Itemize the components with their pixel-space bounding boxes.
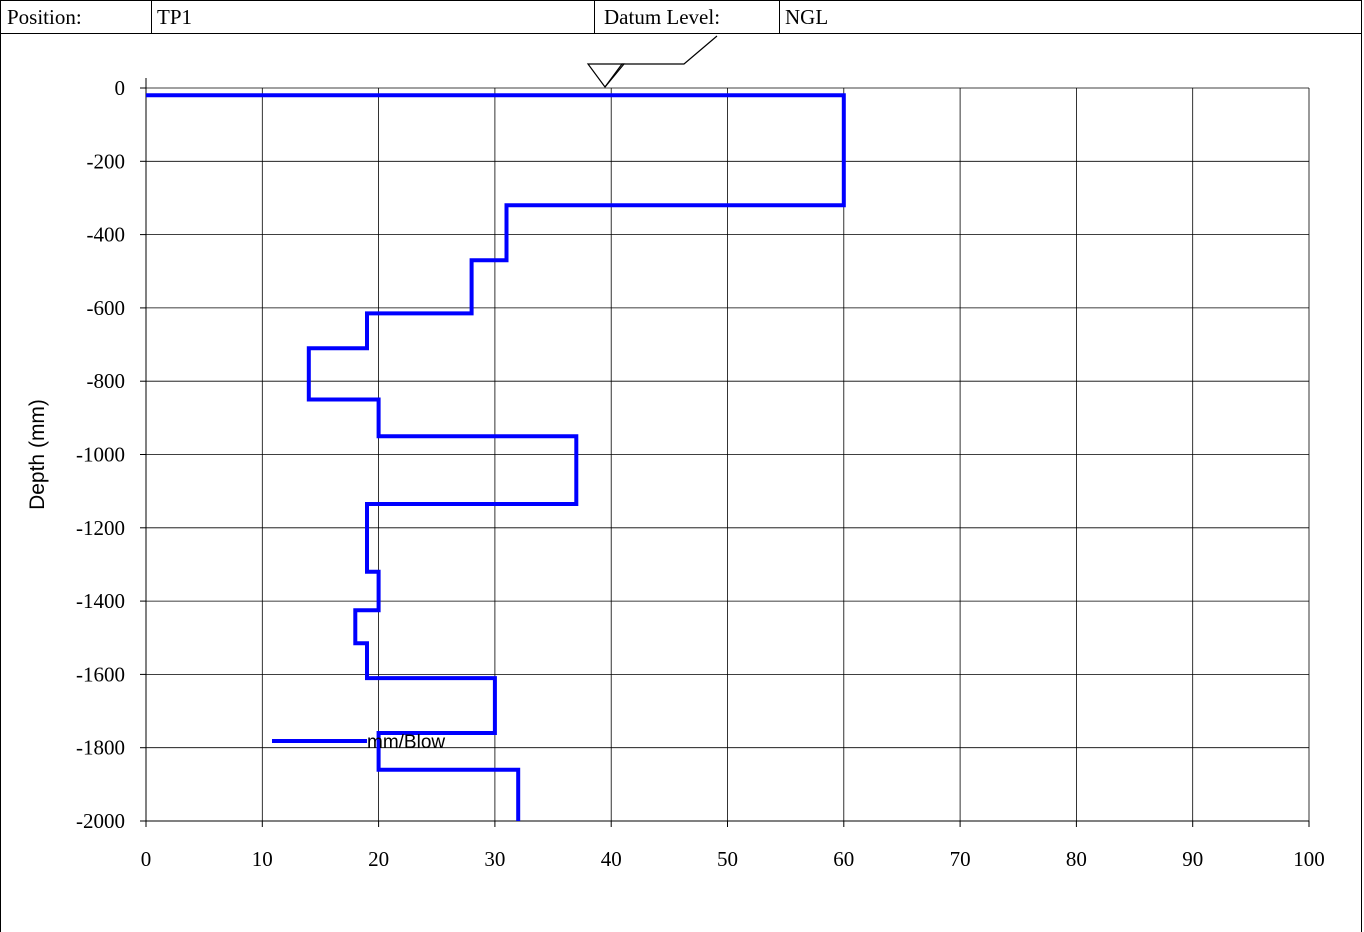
x-tick-label: 30 — [484, 847, 505, 871]
legend-label: mm/Blow — [367, 732, 445, 753]
x-tick-labels: 0 10 20 30 40 50 60 70 80 90 100 — [141, 847, 1325, 871]
x-tick-label: 0 — [141, 847, 152, 871]
datum-value: NGL — [785, 5, 829, 29]
y-axis-label: Depth (mm) — [26, 399, 49, 510]
x-tick-label: 60 — [833, 847, 854, 871]
y-tick-label: -1000 — [76, 443, 125, 467]
y-tick-label: 0 — [115, 76, 126, 100]
x-tick-label: 20 — [368, 847, 389, 871]
y-tick-label: -1400 — [76, 589, 125, 613]
x-tick-label: 100 — [1293, 847, 1325, 871]
y-tick-label: -600 — [87, 296, 126, 320]
x-tick-label: 40 — [601, 847, 622, 871]
chart-frame — [0, 33, 1362, 932]
y-tick-label: -200 — [87, 149, 126, 173]
datum-marker-icon — [586, 35, 718, 88]
y-tick-label: -2000 — [76, 809, 125, 833]
y-tick-labels: 0 -200 -400 -600 -800 -1000 -1200 -1400 -1600 -18… — [76, 76, 125, 833]
y-tick-label: -400 — [87, 223, 126, 247]
y-tick-label: -1200 — [76, 516, 125, 540]
header-bar: Position: TP1 Datum Level: NGL — [0, 0, 1362, 34]
header-divider — [151, 1, 152, 33]
datum-label: Datum Level: — [604, 5, 721, 29]
y-tick-label: -1800 — [76, 736, 125, 760]
y-tick-label: -1600 — [76, 662, 125, 686]
legend: mm/Blow — [272, 732, 445, 753]
x-tick-label: 70 — [950, 847, 971, 871]
x-tick-label: 10 — [252, 847, 273, 871]
series-line-0 — [146, 93, 846, 821]
x-tick-label: 90 — [1182, 847, 1203, 871]
position-label: Position: — [7, 5, 82, 29]
x-tick-label: 80 — [1066, 847, 1087, 871]
chart-series — [146, 93, 846, 821]
chart-grid — [146, 87, 1310, 821]
header-divider — [779, 1, 780, 33]
chart-axes — [140, 78, 1310, 827]
x-tick-label: 50 — [717, 847, 738, 871]
position-value: TP1 — [157, 5, 193, 29]
header-divider — [594, 1, 595, 33]
y-tick-label: -800 — [87, 369, 126, 393]
